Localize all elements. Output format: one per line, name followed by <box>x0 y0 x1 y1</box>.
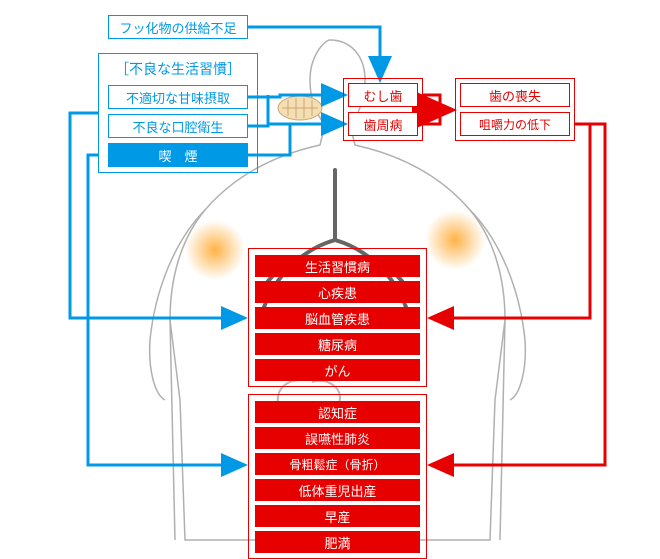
box-c2: 誤嚥性肺炎 <box>255 427 420 449</box>
box-c1: 認知症 <box>255 401 420 423</box>
red-arrows <box>423 95 605 465</box>
teeth-icon <box>278 96 322 120</box>
box-c3: 骨粗鬆症（骨折） <box>255 453 420 475</box>
box-d2: 心疾患 <box>255 281 420 303</box>
box-hygiene: 不良な口腔衛生 <box>108 114 248 138</box>
box-d5: がん <box>255 359 420 381</box>
box-c5: 早産 <box>255 505 420 527</box>
box-chew: 咀嚼力の低下 <box>460 112 570 136</box>
habits-header: ［不良な生活習慣］ <box>108 58 248 80</box>
box-d4: 糖尿病 <box>255 333 420 355</box>
box-c4: 低体重児出産 <box>255 479 420 501</box>
box-loss: 歯の喪失 <box>460 83 570 107</box>
box-sweets: 不適切な甘味摂取 <box>108 85 248 109</box>
box-d3: 脳血管疾患 <box>255 307 420 329</box>
box-fluoride: フッ化物の供給不足 <box>108 15 248 39</box>
glow-right <box>425 210 485 270</box>
box-c6: 肥満 <box>255 531 420 553</box>
box-perio: 歯周病 <box>348 112 418 136</box>
box-d1: 生活習慣病 <box>255 255 420 277</box>
glow-left <box>185 220 245 280</box>
box-cavity: むし歯 <box>348 83 418 107</box>
box-smoking: 喫 煙 <box>108 143 248 167</box>
